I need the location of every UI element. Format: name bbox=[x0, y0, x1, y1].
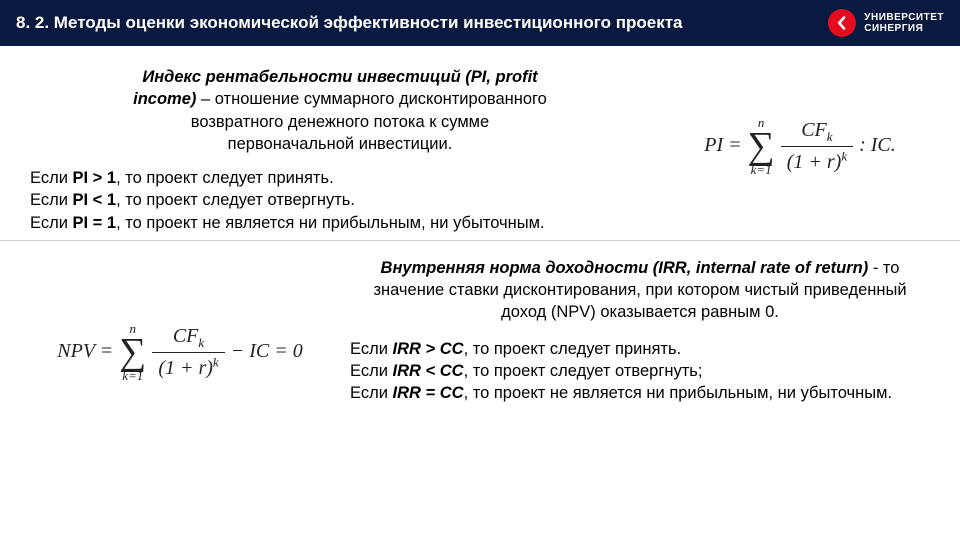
pi-formula: PI = n ∑ k=1 CFk (1 + r)k : IC. bbox=[670, 66, 930, 226]
logo-text: УНИВЕРСИТЕТ СИНЕРГИЯ bbox=[864, 12, 944, 34]
irr-rule-prefix-3: Если bbox=[350, 384, 393, 402]
npv-sum-lower: k=1 bbox=[122, 369, 143, 382]
logo-line1: УНИВЕРСИТЕТ bbox=[864, 12, 944, 23]
irr-rule2-text: , то проект следует отвергнуть; bbox=[464, 362, 703, 380]
pi-rule2-cond: PI < 1 bbox=[73, 191, 117, 209]
content-area: Индекс рентабельности инвестиций (PI, pr… bbox=[0, 46, 960, 540]
pi-rule1-cond: PI > 1 bbox=[73, 169, 117, 187]
irr-rule2-cond: IRR < CC bbox=[393, 362, 464, 380]
npv-formula-tail: − IC = 0 bbox=[231, 340, 303, 363]
sigma-icon: n ∑ k=1 bbox=[748, 116, 775, 176]
npv-frac-den: (1 + r)k bbox=[158, 357, 218, 379]
pi-fraction: CFk (1 + r)k bbox=[781, 119, 853, 173]
irr-def-term: Внутренняя норма доходности (IRR, intern… bbox=[381, 259, 869, 277]
pi-rule2-text: , то проект следует отвергнуть. bbox=[116, 191, 355, 209]
slide-title: 8. 2. Методы оценки экономической эффект… bbox=[16, 13, 682, 33]
pi-rule1-text: , то проект следует принять. bbox=[116, 169, 334, 187]
npv-frac-num: CFk bbox=[173, 325, 204, 347]
irr-definition: Внутренняя норма доходности (IRR, intern… bbox=[350, 257, 930, 324]
irr-rules: Если IRR > CC, то проект следует принять… bbox=[350, 338, 930, 405]
irr-text-block: Внутренняя норма доходности (IRR, intern… bbox=[350, 257, 930, 405]
irr-rule-prefix-1: Если bbox=[350, 340, 393, 358]
pi-section: Индекс рентабельности инвестиций (PI, pr… bbox=[0, 46, 960, 241]
pi-definition: Индекс рентабельности инвестиций (PI, pr… bbox=[130, 66, 550, 155]
pi-rules: Если PI > 1, то проект следует принять. … bbox=[30, 167, 650, 234]
npv-formula: NPV = n ∑ k=1 CFk (1 + r)k − IC = 0 bbox=[30, 257, 330, 447]
sigma-icon: n ∑ k=1 bbox=[119, 322, 146, 382]
npv-formula-lhs: NPV = bbox=[57, 340, 113, 363]
pi-def-rest: – отношение суммарного дисконтированного… bbox=[191, 90, 547, 153]
header-bar: 8. 2. Методы оценки экономической эффект… bbox=[0, 0, 960, 46]
pi-formula-tail: : IC. bbox=[859, 134, 896, 157]
irr-rule3-cond: IRR = CC bbox=[393, 384, 464, 402]
irr-rule1-cond: IRR > CC bbox=[393, 340, 464, 358]
npv-fraction: CFk (1 + r)k bbox=[152, 325, 224, 379]
irr-section: NPV = n ∑ k=1 CFk (1 + r)k − IC = 0 Внут… bbox=[0, 241, 960, 457]
irr-rule-prefix-2: Если bbox=[350, 362, 393, 380]
logo-line2: СИНЕРГИЯ bbox=[864, 23, 944, 34]
irr-rule3-text: , то проект не является ни прибыльным, н… bbox=[464, 384, 892, 402]
pi-frac-den: (1 + r)k bbox=[787, 151, 847, 173]
pi-frac-num: CFk bbox=[801, 119, 832, 141]
pi-formula-lhs: PI = bbox=[704, 134, 741, 157]
pi-rule-prefix-1: Если bbox=[30, 169, 73, 187]
pi-sum-lower: k=1 bbox=[751, 163, 772, 176]
logo: УНИВЕРСИТЕТ СИНЕРГИЯ bbox=[828, 9, 944, 37]
pi-rule-prefix-2: Если bbox=[30, 191, 73, 209]
pi-text-block: Индекс рентабельности инвестиций (PI, pr… bbox=[30, 66, 650, 234]
pi-rule3-text: , то проект не является ни прибыльным, н… bbox=[116, 214, 544, 232]
pi-rule3-cond: PI = 1 bbox=[73, 214, 117, 232]
logo-chevron-icon bbox=[828, 9, 856, 37]
slide: 8. 2. Методы оценки экономической эффект… bbox=[0, 0, 960, 540]
pi-rule-prefix-3: Если bbox=[30, 214, 73, 232]
irr-rule1-text: , то проект следует принять. bbox=[464, 340, 682, 358]
